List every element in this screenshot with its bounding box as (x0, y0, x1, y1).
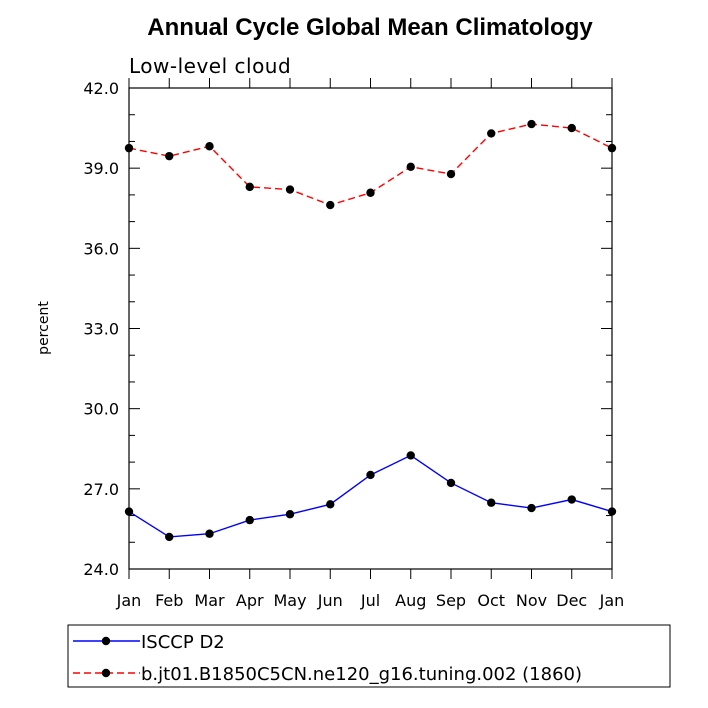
x-tick-label: Jan (116, 591, 142, 610)
y-tick-label: 30.0 (83, 400, 119, 419)
legend-label-1: b.jt01.B1850C5CN.ne120_g16.tuning.002 (1… (141, 664, 582, 685)
series-0-point (205, 529, 214, 538)
legend-box (67, 624, 671, 688)
series-1-point (205, 142, 214, 151)
series-0-point (124, 507, 134, 516)
series-0-point (406, 451, 415, 460)
y-tick-label: 39.0 (83, 159, 119, 178)
x-tick-label: Jun (317, 591, 343, 610)
legend-label-0: ISCCP D2 (141, 632, 225, 653)
y-tick-label: 24.0 (83, 560, 119, 579)
y-tick-label: 36.0 (83, 239, 119, 258)
series-1-point (326, 200, 335, 210)
x-tick-label: Feb (155, 591, 183, 610)
series-1-point (124, 143, 134, 153)
legend: ISCCP D2 b.jt01.B1850C5CN.ne120_g16.tunin… (67, 624, 671, 688)
series-0-point (567, 495, 576, 504)
x-tick-label: Mar (194, 591, 225, 610)
x-tick-label: Sep (436, 591, 466, 610)
series-1-point (406, 162, 415, 172)
series-1-point (487, 129, 496, 138)
series-layer (124, 119, 617, 542)
x-tick-label: Aug (395, 591, 426, 610)
series-line-0 (128, 454, 613, 538)
series-1-point (245, 182, 254, 192)
series-1-point (567, 123, 576, 133)
series-1-point (527, 119, 536, 129)
series-0-point (527, 503, 536, 513)
series-1-point (366, 188, 375, 197)
y-tick-label: 33.0 (83, 320, 119, 339)
series-0-point (285, 510, 295, 519)
series-1-point (165, 151, 174, 161)
x-axis: Jan Feb Mar Apr May Jun Jul Aug Sep Oct Nov Dec Jan (116, 78, 625, 610)
x-tick-label: May (273, 591, 306, 610)
y-axis: 24.0 27.0 30.0 33.0 36.0 39.0 42.0 (83, 79, 612, 579)
series-0-point (165, 532, 174, 542)
x-tick-label: Oct (477, 591, 505, 610)
plot-frame (128, 87, 613, 570)
legend-marker-1 (101, 668, 111, 678)
series-1-point (607, 143, 617, 153)
x-tick-label: Apr (236, 591, 264, 610)
y-axis-label: percent (36, 301, 52, 355)
series-0-point (446, 478, 456, 488)
series-0-point (366, 470, 375, 480)
series-0-point (326, 500, 335, 509)
legend-marker-0 (101, 636, 111, 646)
series-1-point (446, 169, 456, 179)
x-tick-label: Jan (599, 591, 625, 610)
x-tick-label: Dec (556, 591, 587, 610)
series-0-point (245, 515, 254, 525)
series-0-point (607, 507, 617, 516)
chart-subtitle: Low-level cloud (129, 54, 292, 78)
y-tick-label: 27.0 (83, 480, 119, 499)
series-0-point (487, 498, 496, 507)
chart-title: Annual Cycle Global Mean Climatology (147, 14, 593, 41)
x-tick-label: Nov (516, 591, 547, 610)
series-1-point (285, 185, 295, 194)
y-tick-label: 42.0 (83, 79, 119, 98)
x-tick-label: Jul (360, 591, 380, 610)
